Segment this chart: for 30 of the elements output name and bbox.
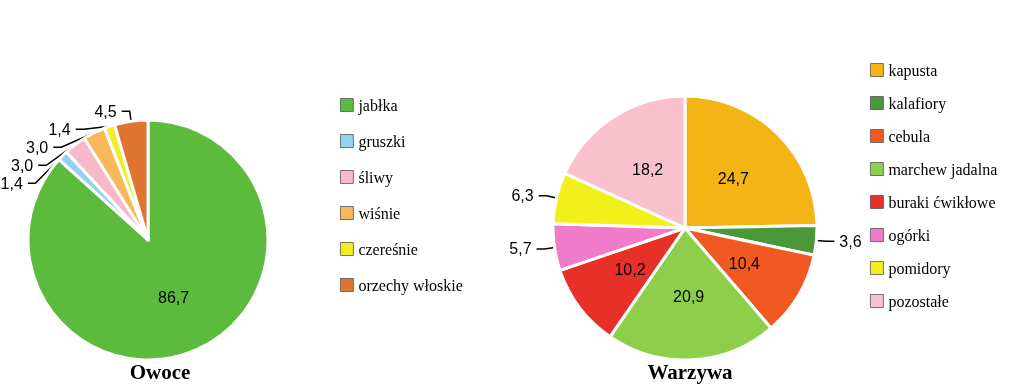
legend-label: ogórki: [888, 226, 931, 245]
legend-label: cebula: [888, 127, 931, 145]
legend-label: pozostałe: [888, 292, 949, 311]
text: Owoce: [129, 359, 191, 384]
data-label: 20,9: [673, 288, 705, 306]
legend-label: kapusta: [888, 61, 938, 80]
legend-label: jabłka: [357, 96, 398, 115]
legend-label: czereśnie: [358, 240, 418, 258]
data-label: 4,5: [94, 102, 117, 120]
text: Warzywa: [647, 359, 734, 384]
data-label: 3,6: [839, 232, 862, 250]
legend-label: buraki ćwikłowe: [888, 193, 996, 211]
data-label: 3,0: [26, 138, 49, 156]
legend-label: wiśnie: [358, 204, 401, 222]
data-label: 1,4: [0, 174, 23, 192]
legend-label: pomidory: [888, 259, 951, 278]
legend-label: kalafiory: [888, 94, 947, 113]
data-label: 10,4: [728, 254, 761, 272]
data-label: 18,2: [632, 161, 664, 179]
legend-label: marchew jadalna: [888, 160, 998, 179]
legend-label: gruszki: [358, 132, 407, 151]
data-label: 6,3: [511, 187, 534, 205]
legend-label: orzechy włoskie: [358, 276, 463, 295]
data-label: 86,7: [157, 289, 190, 307]
data-label: 5,7: [509, 240, 532, 258]
data-label: 3,0: [11, 156, 34, 174]
data-label: 1,4: [48, 120, 71, 138]
data-label: 24,7: [717, 170, 749, 188]
data-label: 10,2: [614, 261, 646, 279]
legend-label: śliwy: [358, 168, 394, 187]
